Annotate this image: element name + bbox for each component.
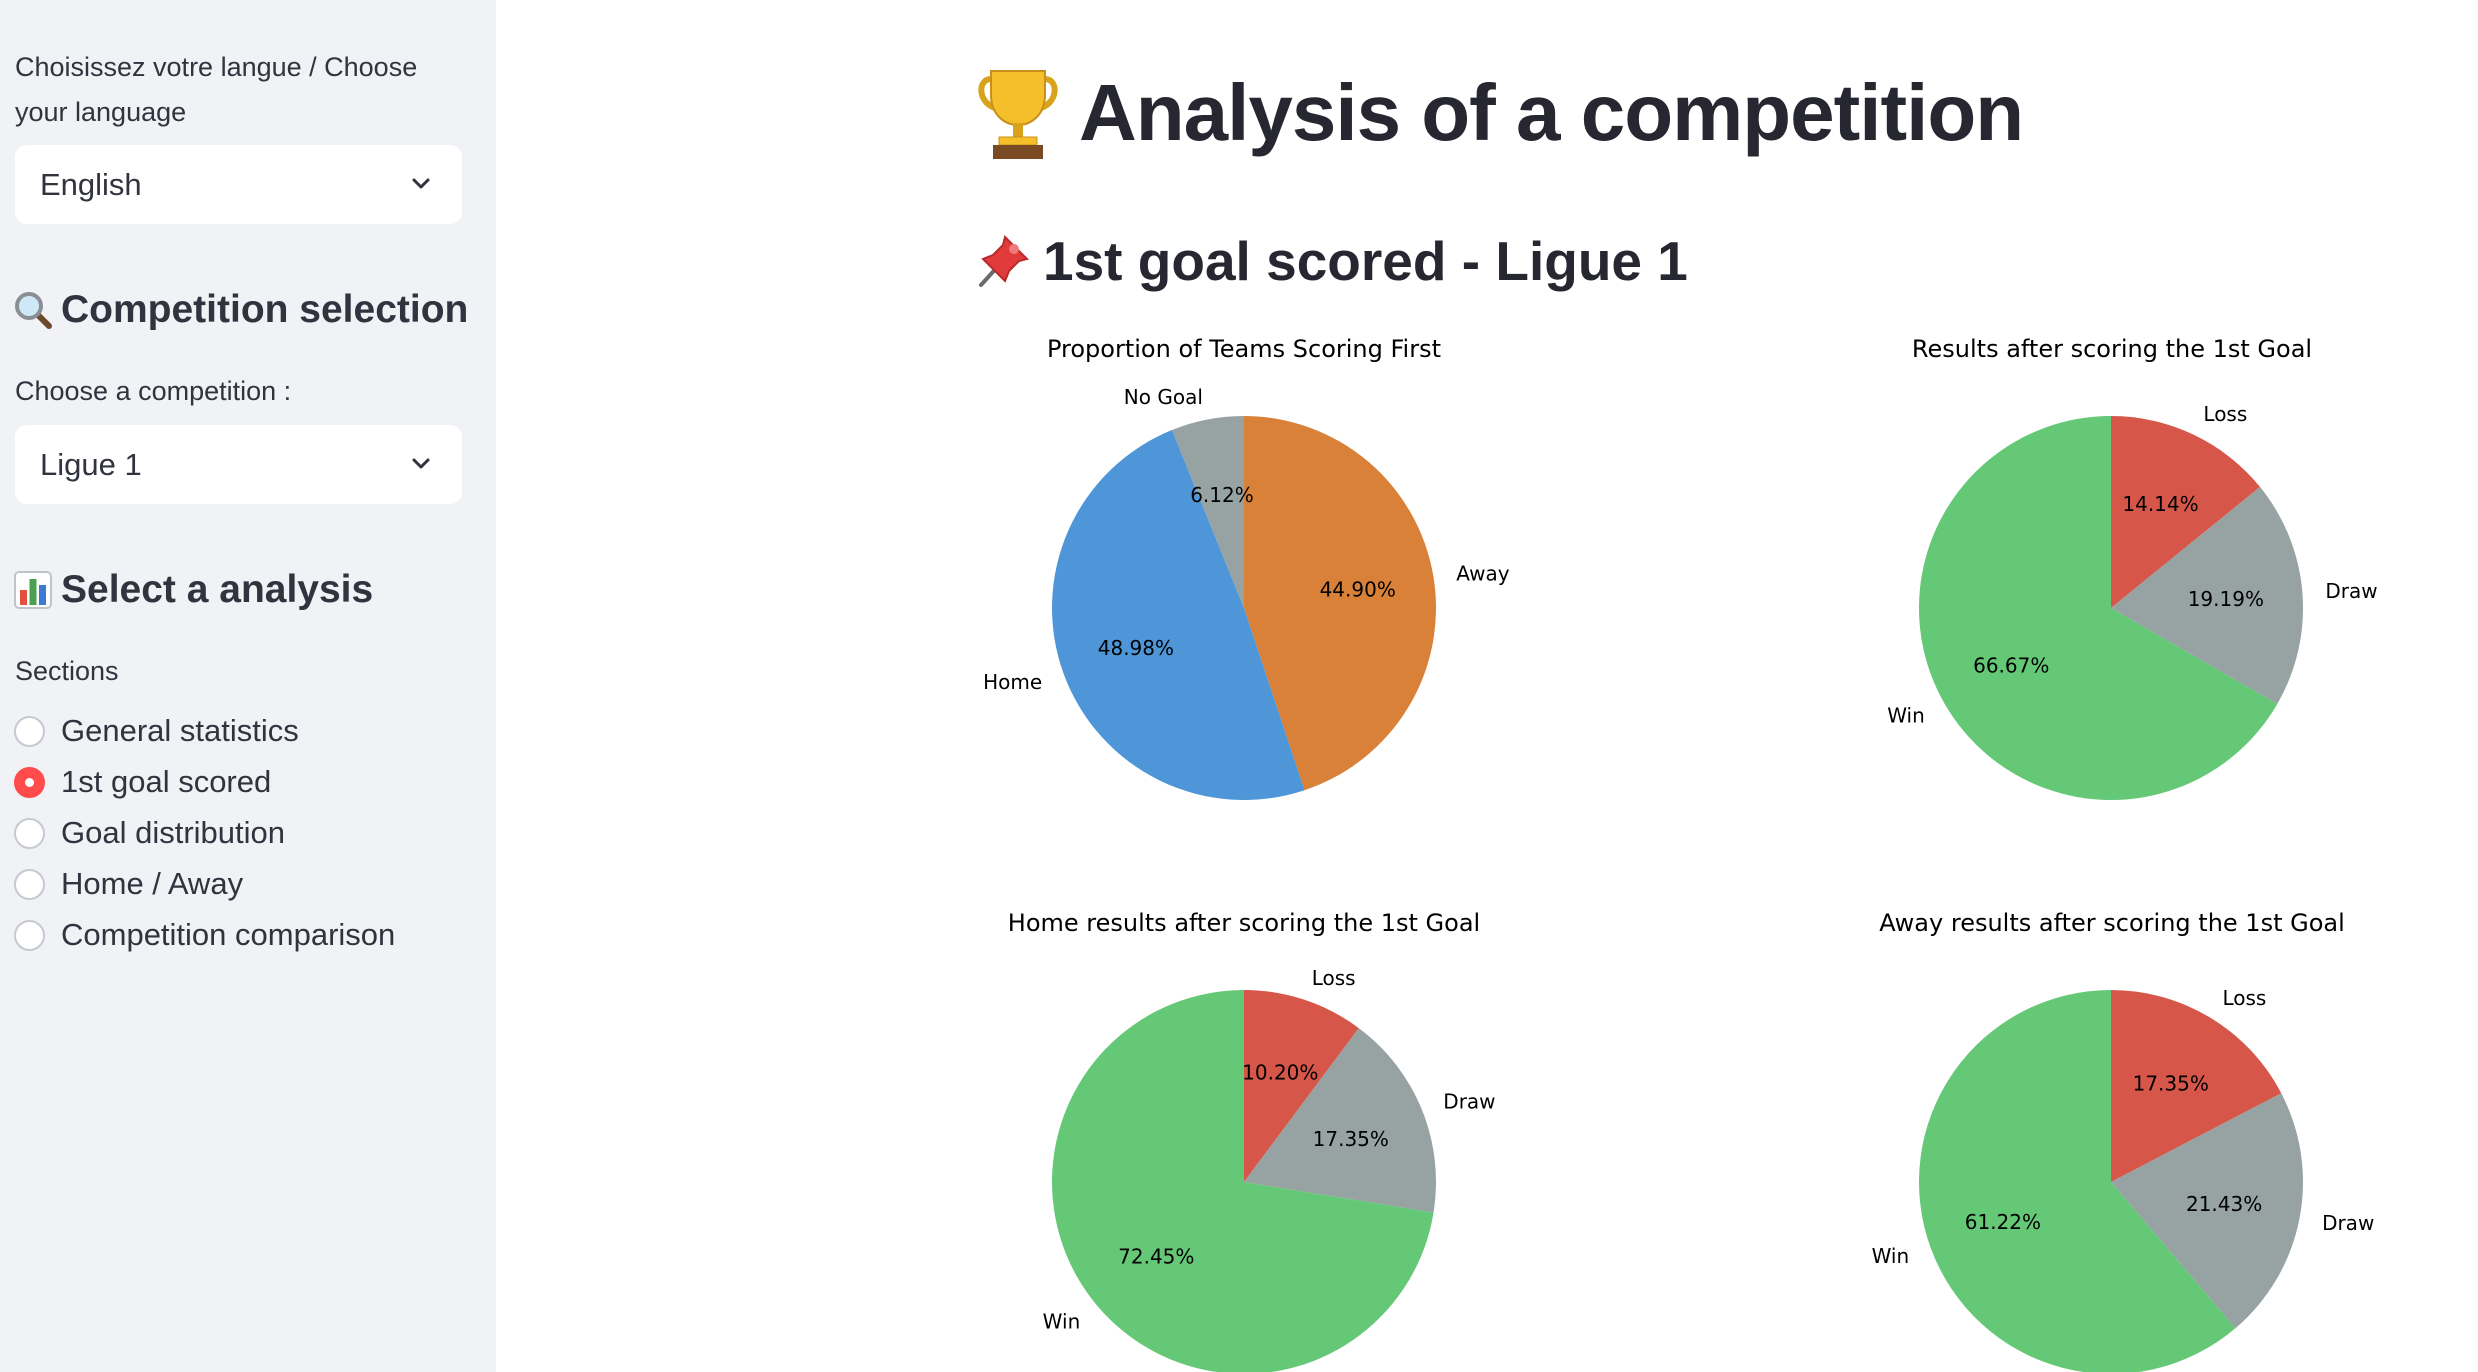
pie-pct-label-win: 66.67% — [1973, 654, 2049, 678]
radio-button-selected[interactable] — [14, 766, 45, 798]
pie-title-teams-scoring-first: Proportion of Teams Scoring First — [1046, 335, 1442, 363]
pie-title-results-after-first-goal: Results after scoring the 1st Goal — [1911, 335, 2313, 363]
pie-pct-label-draw: 19.19% — [2188, 587, 2264, 611]
radio-label: 1st goal scored — [61, 764, 272, 799]
pie-slice-away — [1244, 416, 1436, 791]
pie-slice-label-win: Win — [1043, 1309, 1081, 1333]
pie-pct-label-win: 72.45% — [1118, 1245, 1194, 1269]
magnifier-icon — [15, 292, 52, 329]
language-select-value: English — [40, 167, 142, 202]
pie-slice-win — [1919, 416, 2278, 800]
analysis-heading: Select a analysis — [13, 568, 373, 612]
pie-slice-loss — [2111, 416, 2261, 608]
radio-label: Competition comparison — [61, 917, 396, 952]
pie-slice-win — [1919, 990, 2236, 1372]
pie-slice-label-loss: Loss — [2222, 986, 2266, 1010]
language-label: Choisissez votre langue / Choose your la… — [15, 52, 418, 127]
competition-heading-text: Competition selection — [61, 288, 469, 331]
section-title-text: 1st goal scored - Ligue 1 — [1043, 230, 1688, 292]
radio-general-statistics[interactable]: General statistics — [14, 709, 299, 753]
radio-label: Home / Away — [61, 866, 244, 901]
pie-slice-draw — [2111, 1093, 2304, 1329]
pie-title-home-results: Home results after scoring the 1st Goal — [1007, 909, 1481, 937]
section-title: 1st goal scored - Ligue 1 — [975, 226, 1688, 296]
radio-button[interactable] — [14, 868, 45, 900]
pie-pct-label-loss: 17.35% — [2133, 1071, 2209, 1095]
pie-pct-label-home: 48.98% — [1098, 636, 1174, 660]
analysis-heading-text: Select a analysis — [61, 568, 374, 611]
language-select[interactable]: English — [15, 145, 462, 224]
chevron-down-icon — [412, 178, 430, 189]
pie-slice-draw — [1244, 1028, 1437, 1213]
pie-slice-home — [1052, 430, 1305, 800]
pie-slice-label-home: Home — [983, 670, 1042, 694]
pie-slice-draw — [2111, 486, 2303, 704]
sidebar: Choisissez votre langue / Choose your la… — [0, 0, 496, 1372]
pie-slice-label-no-goal: No Goal — [1124, 385, 1203, 409]
pie-pct-label-away: 44.90% — [1320, 578, 1396, 602]
competition-select[interactable]: Ligue 1 — [15, 425, 462, 504]
radio-button[interactable] — [14, 919, 45, 951]
pie-slice-label-loss: Loss — [2203, 402, 2247, 426]
pie-slice-no-goal — [1171, 416, 1244, 608]
radio-label: General statistics — [61, 713, 299, 748]
pie-slice-label-win: Win — [1872, 1244, 1910, 1268]
competition-select-value: Ligue 1 — [40, 447, 142, 482]
pushpin-icon — [979, 235, 1029, 287]
radio-goal-distribution[interactable]: Goal distribution — [14, 811, 285, 855]
pie-pct-label-draw: 21.43% — [2186, 1192, 2262, 1216]
chevron-down-icon — [412, 458, 430, 469]
radio-competition-comparison[interactable]: Competition comparison — [14, 913, 395, 957]
pie-slice-label-draw: Draw — [2325, 579, 2377, 603]
pie-pct-label-win: 61.22% — [1965, 1210, 2041, 1234]
pie-title-away-results: Away results after scoring the 1st Goal — [1879, 909, 2345, 937]
pie-pct-label-no-goal: 6.12% — [1190, 483, 1254, 507]
page-title: Analysis of a competition — [975, 58, 2024, 168]
pie-slice-loss — [1244, 990, 1359, 1182]
pie-pct-label-loss: 10.20% — [1242, 1061, 1318, 1085]
page-title-text: Analysis of a competition — [1079, 68, 2024, 157]
radio-button[interactable] — [14, 817, 45, 849]
pie-pct-label-draw: 17.35% — [1313, 1127, 1389, 1151]
sections-label: Sections — [15, 656, 119, 686]
pie-slice-label-away: Away — [1456, 562, 1509, 586]
pie-slice-win — [1052, 990, 1434, 1372]
pie-slice-loss — [2111, 990, 2282, 1182]
radio-label: Goal distribution — [61, 815, 286, 850]
pie-slice-label-win: Win — [1887, 704, 1925, 728]
competition-heading: Competition selection — [13, 288, 468, 332]
radio-home-away[interactable]: Home / Away — [14, 862, 243, 906]
bar-chart-icon — [14, 571, 52, 609]
pie-pct-label-loss: 14.14% — [2122, 492, 2198, 516]
competition-label: Choose a competition : — [15, 376, 292, 406]
pie-slice-label-draw: Draw — [1443, 1089, 1495, 1113]
radio-button[interactable] — [14, 715, 45, 747]
trophy-icon — [978, 70, 1058, 159]
pie-slice-label-draw: Draw — [2322, 1211, 2374, 1235]
radio-1st-goal-scored[interactable]: 1st goal scored — [14, 760, 271, 804]
pie-slice-label-loss: Loss — [1312, 966, 1356, 990]
